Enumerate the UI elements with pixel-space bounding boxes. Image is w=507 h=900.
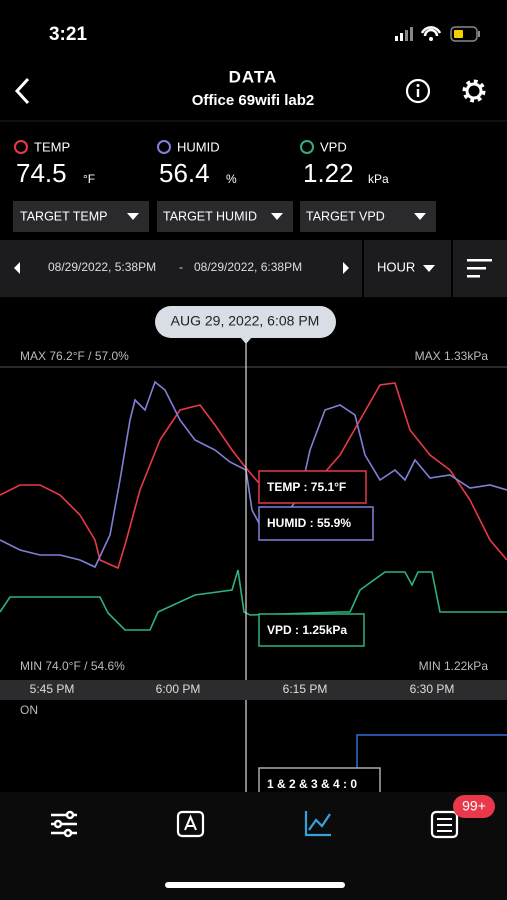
- next-button[interactable]: [343, 262, 349, 274]
- target-dropdown[interactable]: TARGET TEMP: [13, 201, 149, 232]
- status-time: 3:21: [49, 24, 87, 45]
- notification-badge: 99+: [453, 795, 495, 818]
- reading-unit: °F: [83, 172, 95, 186]
- reading-label: HUMID: [177, 139, 220, 154]
- vpd-line: [0, 569, 507, 631]
- range-bar: [0, 240, 507, 297]
- max-label: MAX 1.33kPa: [415, 349, 489, 363]
- reading-temp: TEMP 74.5 °F: [14, 139, 95, 188]
- tab-data[interactable]: [304, 811, 331, 837]
- settings-button[interactable]: [462, 79, 486, 103]
- reading-humid: HUMID 56.4 %: [157, 139, 237, 188]
- cursor-tooltip: AUG 29, 2022, 6:08 PM: [155, 306, 336, 344]
- min-label: MIN 1.22kPa: [419, 659, 489, 673]
- min-label: MIN 74.0°F / 54.6%: [20, 659, 125, 673]
- dropdown-label: TARGET VPD: [306, 209, 385, 223]
- home-indicator: [165, 882, 345, 888]
- tab-controls[interactable]: [51, 810, 77, 838]
- time-label: 6:15 PM: [283, 682, 328, 696]
- tab-automation[interactable]: [176, 810, 205, 838]
- reading-unit: %: [226, 172, 237, 186]
- range-end: 08/29/2022, 6:38PM: [194, 260, 302, 274]
- status-icons: [395, 26, 480, 42]
- back-button[interactable]: [14, 77, 30, 105]
- tooltip-text: VPD : 1.25kPa: [267, 623, 347, 637]
- time-label: 5:45 PM: [30, 682, 75, 696]
- tooltip-text: 1 & 2 & 3 & 4 : 0: [267, 777, 357, 791]
- humid-tooltip: HUMID : 55.9%: [258, 506, 374, 541]
- reading-value: 74.5: [16, 158, 67, 188]
- humid-line: [0, 380, 507, 569]
- reading-value: 56.4: [159, 158, 210, 188]
- dropdown-label: TARGET HUMID: [163, 209, 257, 223]
- temp-line: [0, 382, 507, 570]
- interval-dropdown[interactable]: HOUR: [377, 259, 435, 274]
- badge-count: 99+: [462, 798, 486, 814]
- target-dropdown[interactable]: TARGET VPD: [300, 201, 436, 232]
- header-title: DATA: [229, 67, 278, 86]
- state-label: ON: [20, 703, 38, 717]
- interval-label: HOUR: [377, 259, 415, 274]
- sort-button[interactable]: [467, 259, 492, 278]
- prev-button[interactable]: [14, 262, 20, 274]
- reading-unit: kPa: [368, 172, 389, 186]
- tooltip-text: TEMP : 75.1°F: [267, 480, 346, 494]
- dropdown-label: TARGET TEMP: [20, 209, 108, 223]
- cursor-time: AUG 29, 2022, 6:08 PM: [171, 313, 320, 329]
- tooltip-text: HUMID : 55.9%: [267, 516, 351, 530]
- max-label: MAX 76.2°F / 57.0%: [20, 349, 129, 363]
- reading-label: VPD: [320, 139, 347, 154]
- range-separator: -: [179, 260, 183, 274]
- reading-vpd: VPD 1.22 kPa: [300, 139, 389, 188]
- range-start: 08/29/2022, 5:38PM: [48, 260, 156, 274]
- time-label: 6:00 PM: [156, 682, 201, 696]
- temp-tooltip: TEMP : 75.1°F: [258, 470, 367, 504]
- tab-logs[interactable]: [430, 810, 459, 839]
- reading-label: TEMP: [34, 139, 70, 154]
- vpd-tooltip: VPD : 1.25kPa: [258, 613, 365, 647]
- reading-value: 1.22: [303, 158, 354, 188]
- header-subtitle: Office 69wifi lab2: [192, 92, 315, 109]
- time-axis: [0, 680, 507, 700]
- time-label: 6:30 PM: [410, 682, 455, 696]
- target-dropdown[interactable]: TARGET HUMID: [157, 201, 293, 232]
- info-button[interactable]: [405, 78, 431, 104]
